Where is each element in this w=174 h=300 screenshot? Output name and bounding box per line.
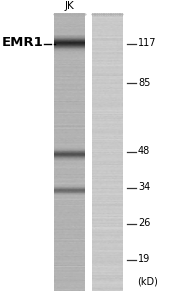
Text: 85: 85 bbox=[138, 77, 150, 88]
Text: 48: 48 bbox=[138, 146, 150, 157]
Text: (kD): (kD) bbox=[137, 277, 158, 287]
Text: 117: 117 bbox=[138, 38, 156, 49]
Text: JK: JK bbox=[65, 1, 74, 11]
Text: EMR1: EMR1 bbox=[2, 35, 44, 49]
Text: 19: 19 bbox=[138, 254, 150, 265]
Text: 34: 34 bbox=[138, 182, 150, 193]
Text: 26: 26 bbox=[138, 218, 150, 229]
